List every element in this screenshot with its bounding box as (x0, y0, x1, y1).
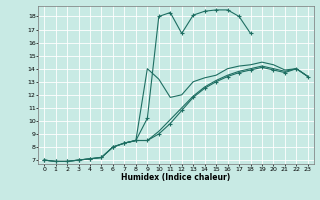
X-axis label: Humidex (Indice chaleur): Humidex (Indice chaleur) (121, 173, 231, 182)
